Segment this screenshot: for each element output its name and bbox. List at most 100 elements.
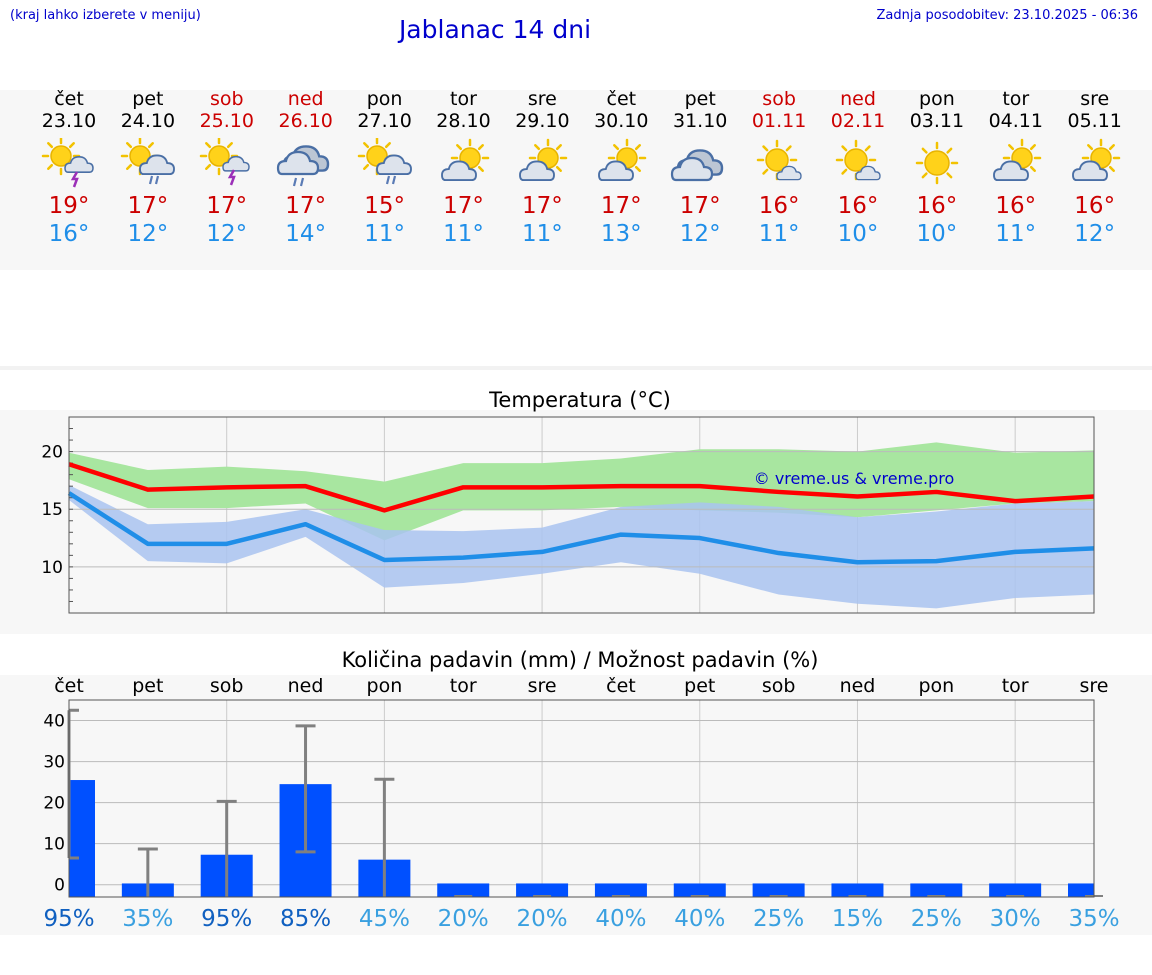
sun-cloud-icon [591, 138, 651, 188]
day-column: ned 02.11 16° 10° [813, 88, 903, 248]
max-temp: 17° [206, 193, 248, 219]
blank-band [0, 270, 1152, 370]
max-temp: 16° [837, 193, 879, 219]
day-column: pon 27.10 15° 11° [340, 88, 430, 248]
day-date: 04.11 [988, 110, 1043, 132]
precip-probability: 40% [595, 906, 646, 932]
max-temp: 17° [285, 193, 327, 219]
x-tick-label: sob [210, 675, 244, 697]
x-tick-label: pon [918, 675, 954, 697]
min-temp: 11° [364, 221, 405, 247]
sun-cloud-rain-icon [355, 136, 415, 188]
day-name: pon [919, 88, 955, 110]
min-temp-line [67, 491, 1095, 565]
page-title: Jablanac 14 dni [398, 15, 592, 44]
sun-icon [907, 138, 967, 188]
precip-probability: 30% [990, 906, 1041, 932]
day-name: čet [54, 88, 84, 110]
day-date: 27.10 [357, 110, 412, 132]
day-name: ned [840, 88, 876, 110]
day-column: pet 31.10 17° 12° [655, 88, 745, 248]
day-date: 29.10 [515, 110, 570, 132]
precip-probability: 95% [201, 906, 252, 932]
y-tick-label: 20 [41, 443, 63, 463]
precip-probability: 35% [122, 906, 173, 932]
precip-probability: 40% [674, 906, 725, 932]
min-temp: 10° [837, 221, 879, 247]
y-tick-label: 30 [43, 753, 65, 773]
min-temp: 13° [600, 221, 642, 247]
watermark: © vreme.us & vreme.pro [754, 469, 955, 488]
x-tick-label: tor [1002, 675, 1029, 697]
day-date: 03.11 [909, 110, 965, 132]
day-name: sre [527, 88, 557, 110]
x-tick-label: pet [684, 675, 715, 697]
day-column: ned 26.10 17° 14° [261, 88, 351, 248]
day-date: 01.11 [751, 110, 807, 132]
precip-probability: 35% [1068, 906, 1119, 932]
precip-bar [69, 780, 95, 897]
cloud-rain-icon [276, 138, 336, 188]
min-temp: 16° [48, 221, 90, 247]
day-date: 05.11 [1067, 110, 1122, 132]
day-column: pon 03.11 16° 10° [892, 88, 982, 248]
precip-bar [1068, 883, 1094, 897]
forecast-band [0, 90, 1152, 270]
day-column: čet 30.10 17° 13° [576, 88, 666, 248]
day-name: pet [684, 88, 716, 110]
min-temp: 12° [1074, 221, 1116, 247]
min-temp: 12° [679, 221, 721, 247]
precip-probability: 25% [753, 906, 804, 932]
max-temp: 15° [364, 193, 405, 219]
min-temp: 11° [758, 221, 800, 247]
x-tick-label: sob [762, 675, 796, 697]
last-update: Zadnja posodobitev: 23.10.2025 - 06:36 [876, 8, 1138, 23]
sun-cloud-thunder-icon [39, 136, 99, 188]
precip-bar [831, 883, 884, 897]
day-column: tor 04.11 16° 11° [971, 88, 1061, 248]
precip-bar [673, 883, 726, 897]
precip-probability: 25% [911, 906, 962, 932]
sun-thunder-icon [197, 136, 257, 188]
min-temp: 12° [206, 221, 248, 247]
min-temp: 10° [916, 221, 958, 247]
precip-probability: 15% [832, 906, 883, 932]
y-tick-label: 40 [43, 712, 65, 732]
day-name: sre [1080, 88, 1110, 110]
sun-small-cloud-icon [828, 138, 888, 188]
x-tick-label: ned [840, 675, 876, 697]
day-name: tor [450, 88, 477, 110]
day-date: 25.10 [199, 110, 254, 132]
day-date: 02.11 [830, 110, 886, 132]
sun-cloud-icon [512, 138, 572, 188]
day-column: sob 01.11 16° 11° [734, 88, 824, 248]
day-name: ned [287, 88, 324, 110]
min-temp-range [69, 485, 1094, 609]
x-tick-label: čet [54, 675, 84, 697]
day-date: 24.10 [120, 110, 176, 132]
min-temp: 12° [127, 221, 169, 247]
temperature-chart-title: Temperatura (°C) [489, 388, 671, 412]
max-temp: 16° [995, 193, 1037, 219]
max-temp: 17° [679, 193, 721, 219]
precip-probability: 85% [280, 906, 331, 932]
max-temp: 17° [127, 193, 169, 219]
x-tick-label: sre [1080, 675, 1109, 697]
day-name: čet [606, 88, 637, 110]
day-column: tor 28.10 17° 11° [419, 88, 509, 248]
day-name: sob [210, 88, 244, 110]
day-date: 30.10 [594, 110, 649, 132]
max-temp: 16° [1074, 193, 1116, 219]
day-name: pet [132, 88, 164, 110]
precip-bar [594, 883, 647, 897]
plot-frame [68, 699, 1095, 898]
day-date: 28.10 [436, 110, 491, 132]
sun-cloud-rain-icon [118, 136, 178, 188]
location-menu-hint: (kraj lahko izberete v meniju) [10, 8, 201, 23]
x-tick-label: pet [132, 675, 163, 697]
precip-probability: 45% [359, 906, 410, 932]
max-temp: 17° [522, 193, 563, 219]
sun-cloud-icon [434, 138, 494, 188]
max-temp: 17° [600, 193, 642, 219]
max-temp: 17° [443, 193, 484, 219]
